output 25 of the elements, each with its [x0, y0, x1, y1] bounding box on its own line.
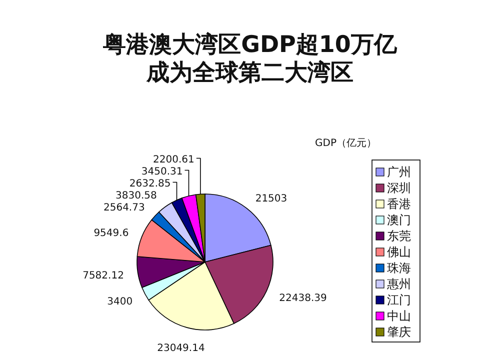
data-label: 2632.85: [129, 178, 171, 190]
data-label: 2564.73: [103, 202, 145, 214]
data-label: 9549.6: [94, 228, 129, 239]
chart-subtitle: 成为全球第二大湾区: [146, 59, 354, 86]
legend-label: 深圳: [387, 181, 411, 195]
data-label: 3450.31: [141, 166, 183, 178]
legend-label: 东莞: [387, 229, 411, 243]
data-label: 22438.39: [279, 292, 327, 304]
data-label: 2200.61: [153, 154, 194, 166]
legend-label: 佛山: [387, 245, 411, 259]
legend-label: 肇庆: [387, 325, 411, 339]
legend-label: 珠海: [387, 261, 411, 275]
data-label: 23049.14: [157, 343, 205, 354]
legend-label: 澳门: [387, 213, 411, 227]
data-label: 21503: [255, 193, 288, 204]
legend-label: 中山: [387, 309, 411, 323]
data-label: 3400: [107, 296, 133, 308]
legend-label: 香港: [387, 197, 411, 211]
legend-label: 惠州: [386, 277, 411, 291]
data-label: 3830.58: [116, 190, 157, 202]
legend-label: 江门: [387, 293, 411, 307]
legend-title: GDP（亿元）: [315, 138, 376, 149]
chart-title: 粤港澳大湾区GDP超10万亿: [102, 31, 398, 58]
legend-label: 广州: [387, 165, 411, 179]
data-label: 7582.12: [82, 270, 124, 282]
